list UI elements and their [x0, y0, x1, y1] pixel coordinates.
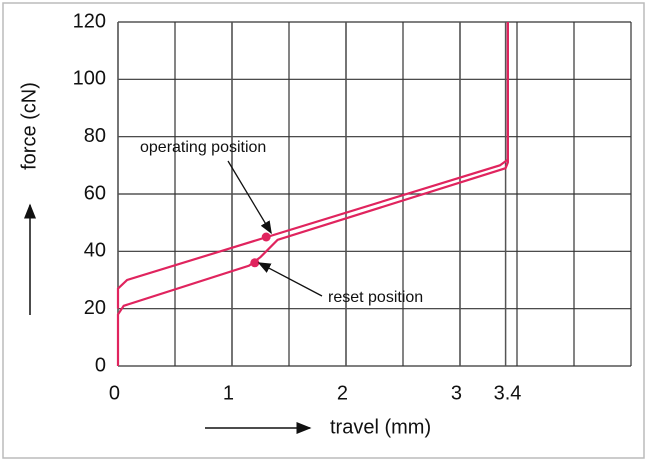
curve [116, 22, 509, 309]
annotation-arrow [227, 160, 272, 235]
annotation: operating position [140, 139, 266, 156]
y-axis-label: force (cN) [18, 82, 40, 170]
x-tick-label: 3.4 [494, 382, 522, 404]
y-tick-label: 0 [95, 354, 106, 376]
curve [116, 22, 509, 366]
x-tick-label: 0 [109, 382, 120, 404]
annotation: reset position [328, 289, 423, 306]
x-axis-label: travel (mm) [330, 416, 431, 438]
x-tick-label: 2 [337, 382, 348, 404]
y-tick-label: 40 [84, 240, 106, 262]
annotation-arrow [257, 262, 323, 297]
y-tick-label: 120 [73, 10, 106, 32]
y-tick-label: 80 [84, 125, 106, 147]
y-tick-label: 100 [73, 68, 106, 90]
point [250, 258, 260, 268]
x-tick-label: 3 [451, 382, 462, 404]
y-tick-label: 20 [84, 297, 106, 319]
point [261, 232, 271, 242]
y-tick-label: 60 [84, 182, 106, 204]
x-tick-label: 1 [223, 382, 234, 404]
